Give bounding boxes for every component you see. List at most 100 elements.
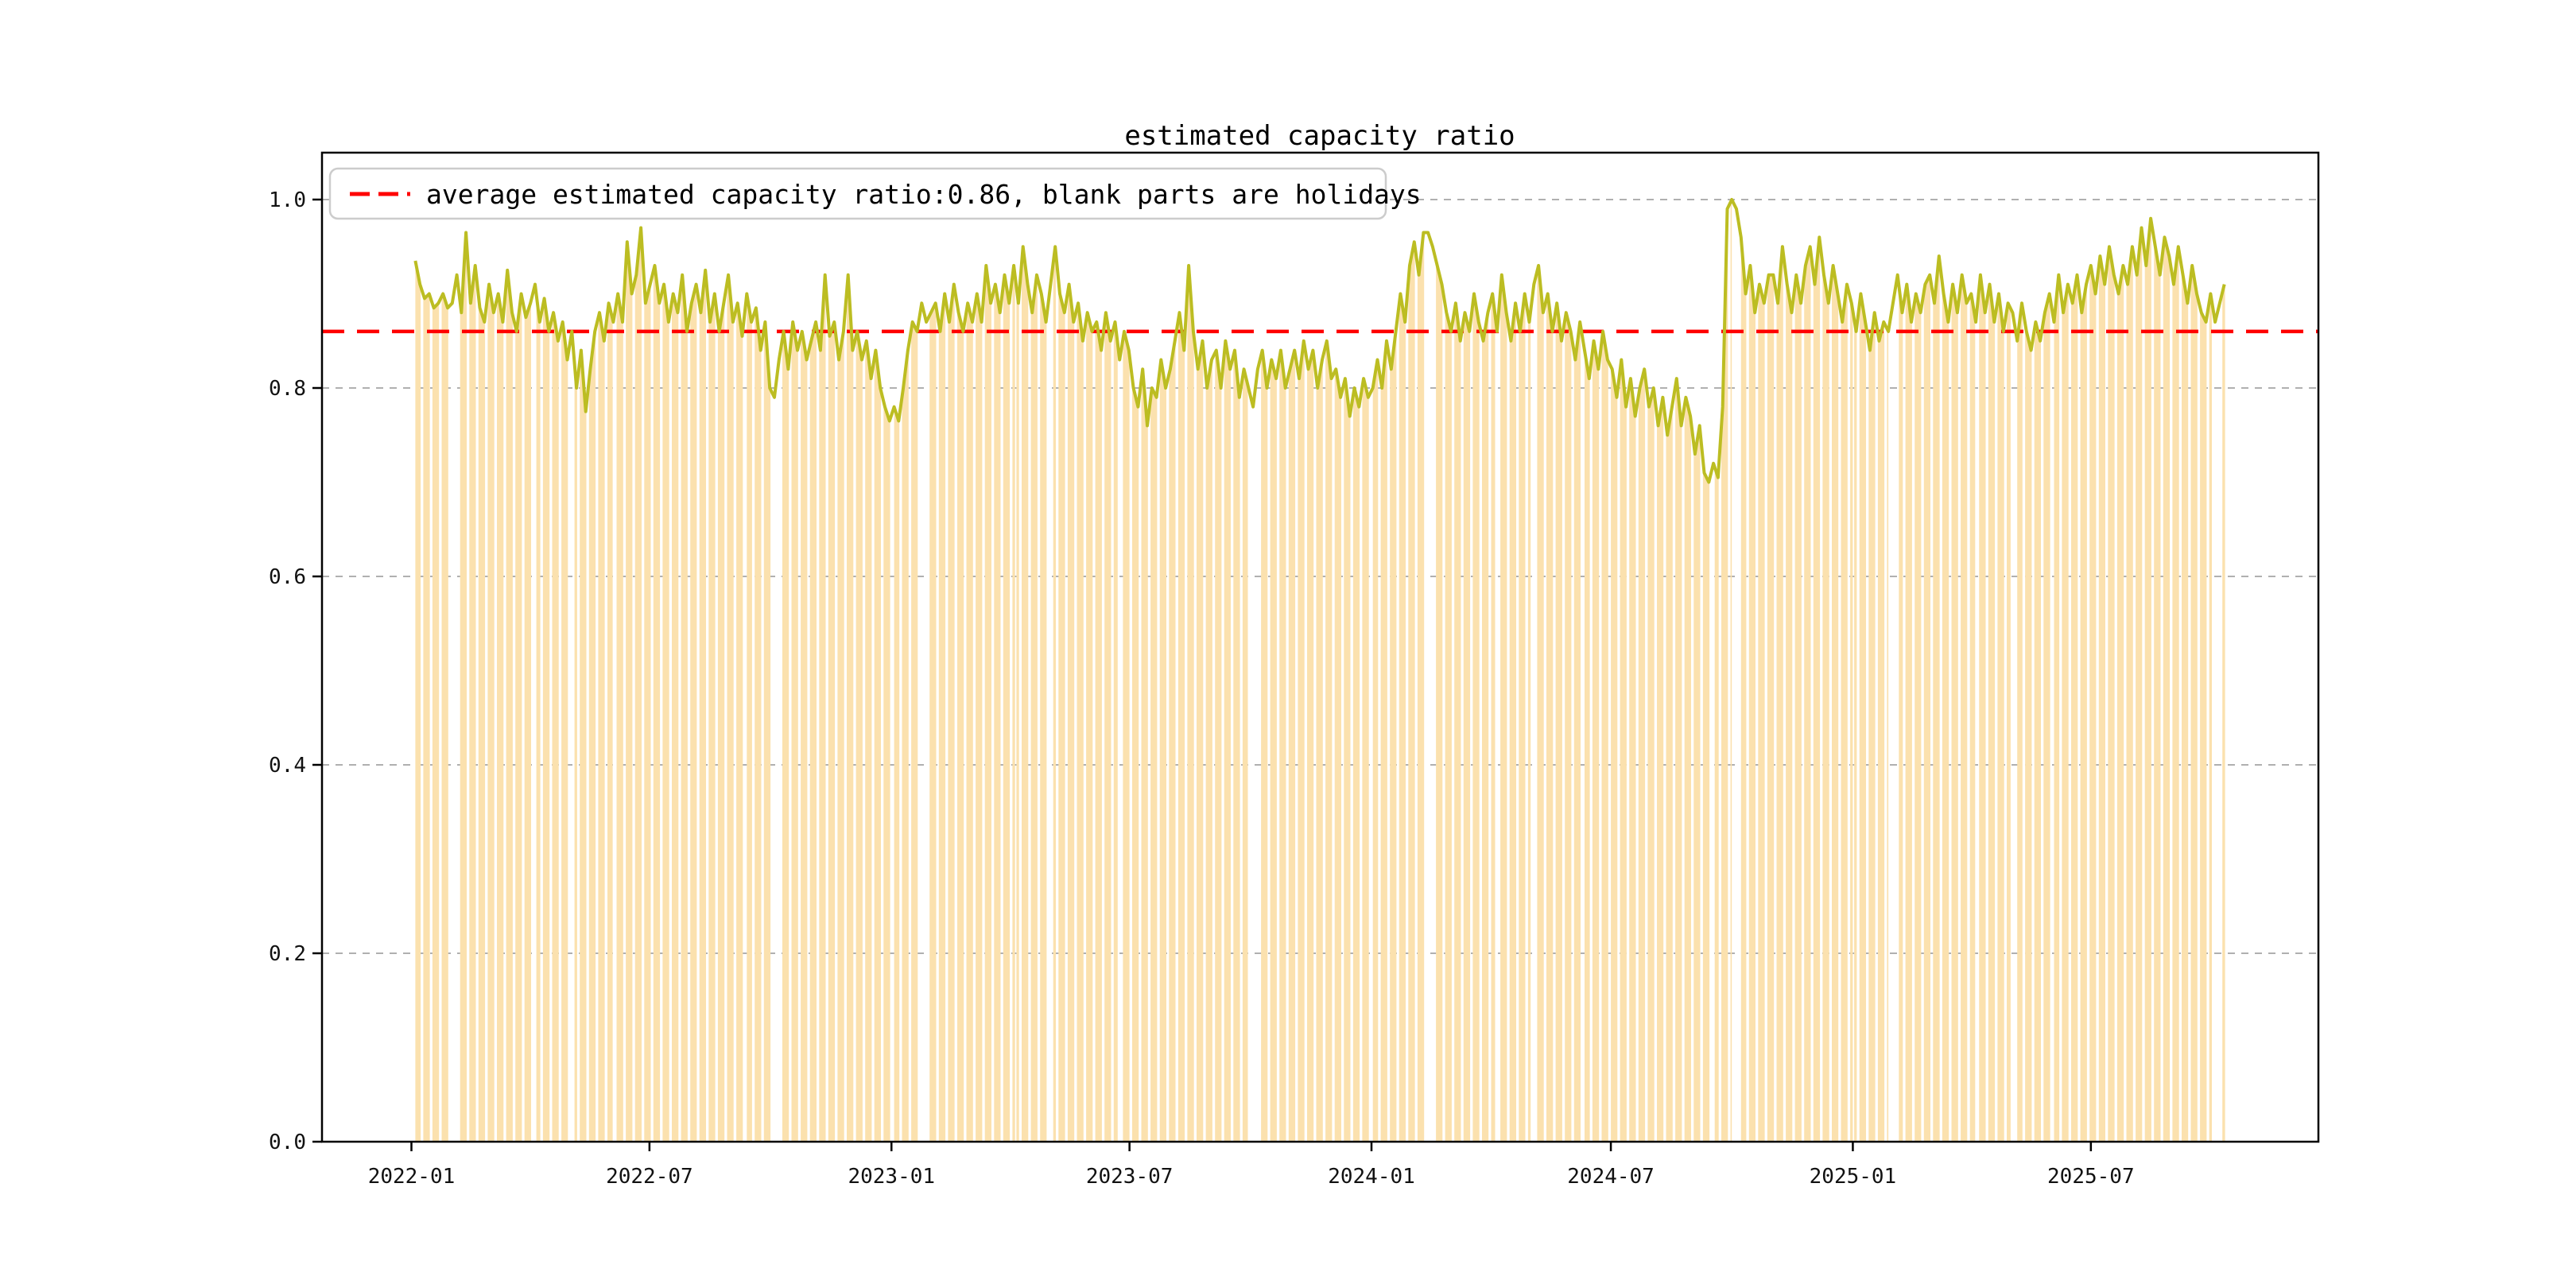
trading-day-band	[681, 274, 688, 1142]
legend: average estimated capacity ratio:0.86, b…	[328, 167, 1422, 220]
trading-day-band	[1675, 378, 1682, 1143]
trading-day-band	[2108, 246, 2115, 1142]
trading-day-band	[1003, 274, 1011, 1142]
trading-day-band	[1390, 326, 1397, 1143]
x-tick-label: 2024-07	[1567, 1165, 1655, 1189]
trading-day-band	[1177, 312, 1185, 1143]
trading-day-band	[1086, 312, 1093, 1143]
trading-day-band	[1242, 369, 1248, 1142]
trading-day-band	[1905, 284, 1912, 1143]
trading-day-band	[460, 232, 467, 1142]
trading-day-band	[902, 346, 909, 1142]
trading-day-band	[1573, 322, 1581, 1142]
trading-day-band	[1832, 266, 1839, 1142]
trading-day-band	[819, 274, 826, 1142]
trading-day-band	[1150, 388, 1158, 1142]
trading-day-band	[984, 266, 991, 1142]
trading-day-band	[2089, 266, 2097, 1142]
trading-day-band	[1197, 340, 1204, 1142]
trading-day-band	[855, 331, 863, 1142]
trading-day-band	[1482, 309, 1489, 1142]
trading-day-band	[1730, 200, 1732, 1142]
trading-day-band	[1519, 293, 1526, 1142]
y-tick-label: 0.8	[269, 377, 306, 401]
trading-day-band	[736, 303, 743, 1142]
trading-day-band	[865, 340, 872, 1142]
trading-day-band	[883, 401, 890, 1142]
trading-day-band	[1786, 274, 1793, 1143]
trading-day-band	[1233, 350, 1240, 1143]
chart-title: estimated capacity ratio	[1124, 120, 1515, 152]
trading-day-band	[1417, 232, 1425, 1142]
trading-day-band	[1629, 378, 1636, 1143]
trading-day-band	[837, 323, 844, 1143]
trading-day-band	[1933, 256, 1940, 1143]
trading-day-band	[1491, 293, 1496, 1142]
trading-day-band	[2190, 266, 2198, 1142]
trading-day-band	[1592, 340, 1600, 1142]
trading-day-band	[1215, 350, 1222, 1143]
trading-day-band	[874, 350, 881, 1143]
trading-day-band	[1942, 283, 1949, 1142]
trading-day-band	[1854, 319, 1857, 1143]
y-tick-label: 0.6	[269, 565, 306, 589]
trading-day-band	[2144, 218, 2151, 1143]
trading-day-band	[2080, 281, 2087, 1142]
trading-day-band	[2025, 323, 2032, 1143]
tick-label-layer: 0.0 0.2 0.4 0.6 0.8 1.0 2022-01 2022-07 2023-01 2…	[269, 188, 2135, 1189]
capacity-line	[413, 198, 2226, 484]
trading-day-band	[1509, 303, 1516, 1142]
trading-day-band	[2154, 239, 2161, 1143]
trading-day-band	[938, 293, 946, 1142]
trading-day-band	[1334, 369, 1341, 1142]
trading-day-band	[1325, 340, 1333, 1142]
trading-day-band	[432, 301, 440, 1143]
trading-day-band	[1899, 285, 1903, 1142]
trading-day-band	[2182, 266, 2189, 1143]
trading-day-band	[653, 266, 661, 1142]
trading-day-band	[1500, 274, 1507, 1142]
trading-day-band	[994, 284, 1001, 1143]
trading-day-band	[828, 318, 836, 1142]
trading-day-band	[423, 293, 430, 1142]
trading-day-band	[1408, 242, 1415, 1142]
axes-frame-layer	[312, 151, 2320, 1151]
trading-day-band	[662, 284, 669, 1143]
trading-day-band	[1997, 293, 2004, 1142]
trading-day-band	[1362, 378, 1369, 1143]
legend-box	[328, 167, 1387, 220]
trading-day-band	[1841, 284, 1848, 1143]
trading-day-band	[1205, 358, 1212, 1142]
trading-day-band	[469, 266, 476, 1142]
trading-day-band	[2007, 303, 2011, 1142]
trading-day-band	[1620, 359, 1627, 1142]
trading-day-band	[1298, 340, 1305, 1142]
trading-day-band	[1372, 359, 1379, 1142]
trading-day-band	[644, 281, 651, 1142]
trading-day-band	[1988, 284, 1996, 1143]
trading-day-band	[1923, 274, 1930, 1142]
trading-day-band	[2163, 237, 2171, 1142]
trading-day-band	[801, 331, 808, 1142]
x-tick-label: 2023-07	[1086, 1165, 1174, 1189]
trading-day-band	[2062, 284, 2069, 1143]
trading-day-band	[1380, 340, 1387, 1142]
trading-day-band	[1022, 246, 1029, 1142]
trading-day-band	[598, 312, 605, 1143]
x-tick-label: 2024-01	[1328, 1165, 1415, 1189]
trading-day-band	[1053, 246, 1056, 1142]
trading-day-band	[1647, 388, 1655, 1142]
trading-day-band	[2071, 274, 2078, 1142]
trading-day-band	[1657, 397, 1664, 1142]
trading-day-band	[791, 322, 798, 1142]
trading-day-band	[717, 299, 725, 1142]
trading-day-band	[1822, 264, 1829, 1142]
trading-day-band	[1877, 322, 1885, 1142]
trading-day-band	[542, 298, 550, 1142]
trading-day-band	[2116, 266, 2124, 1142]
trading-day-band	[441, 293, 448, 1142]
trading-day-band	[1767, 274, 1775, 1142]
trading-day-band	[506, 270, 513, 1142]
trading-day-bands	[415, 200, 2225, 1143]
